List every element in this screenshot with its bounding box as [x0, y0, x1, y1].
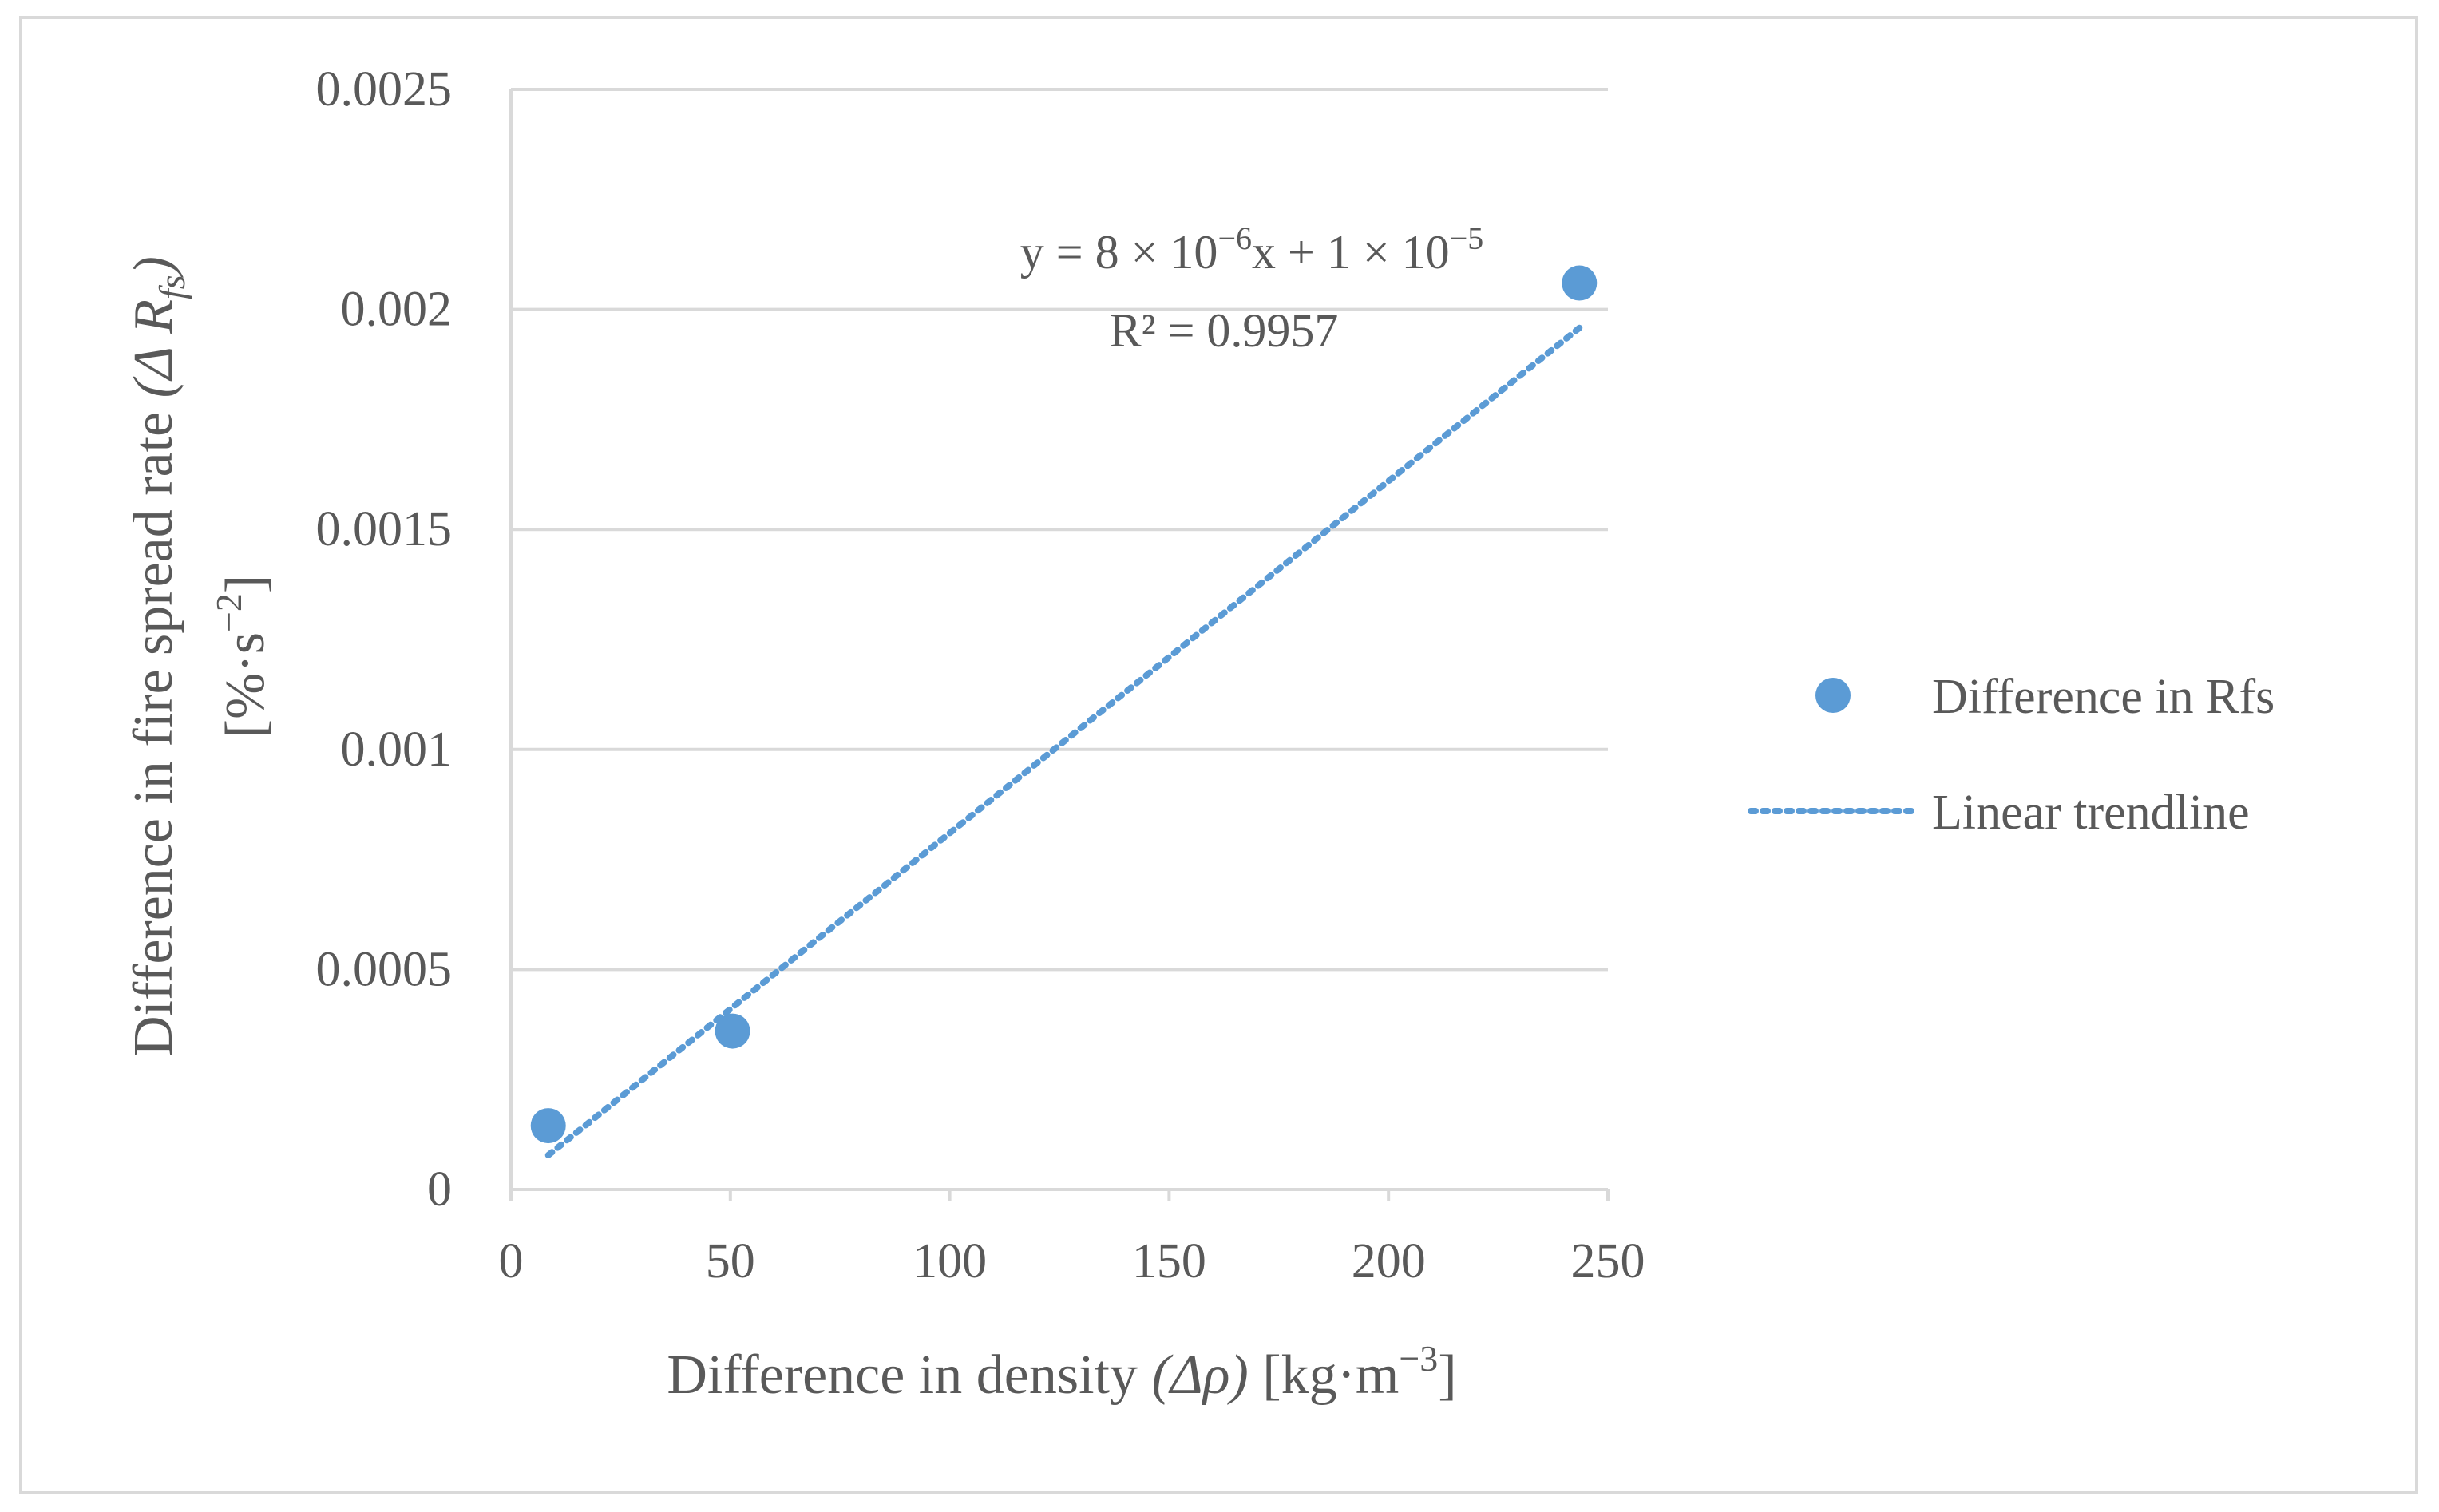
- y-axis-title-line2: [%·s−2]: [208, 575, 276, 738]
- y-tick-label: 0: [427, 1162, 452, 1217]
- data-point: [715, 1013, 750, 1049]
- legend-marker-points: [1815, 678, 1851, 713]
- figure-border: [19, 16, 2418, 1494]
- x-tick-label: 200: [1352, 1234, 1426, 1288]
- data-point: [530, 1108, 566, 1144]
- legend: Difference in Rfs Linear trendline: [1748, 670, 2275, 840]
- x-tick-label: 250: [1571, 1234, 1645, 1288]
- y-tick-label: 0.0015: [316, 502, 453, 556]
- y-tick-label: 0.001: [341, 722, 453, 777]
- y-axis-title-line1: Difference in fire spread rate (Δ Rfs): [123, 256, 192, 1056]
- y-tick-label: 0.0025: [316, 62, 453, 117]
- x-axis-title: Difference in density (Δρ) [kg·m−3]: [667, 1338, 1456, 1406]
- trendline: [544, 324, 1583, 1159]
- tick-labels: 0 50 100 150 200 250 0 0.0005 0.001 0.0015 0.002 0.…: [316, 62, 1645, 1288]
- trendline-equation: y = 8 × 10−6x + 1 × 10−5: [1020, 220, 1484, 279]
- x-tick-label: 0: [499, 1234, 524, 1288]
- y-tick-label: 0.002: [341, 283, 453, 337]
- x-tick-label: 50: [706, 1234, 755, 1288]
- x-tick-label: 100: [913, 1234, 987, 1288]
- legend-label-points: Difference in Rfs: [1932, 670, 2275, 724]
- legend-label-trendline: Linear trendline: [1932, 786, 2250, 840]
- x-tick-label: 150: [1132, 1234, 1206, 1288]
- trendline-layer: [544, 324, 1583, 1159]
- r-squared-label: R² = 0.9957: [1110, 304, 1339, 357]
- gridlines: [511, 88, 1608, 972]
- data-point: [1562, 265, 1598, 301]
- data-points: [530, 265, 1598, 1144]
- y-tick-label: 0.0005: [316, 942, 453, 996]
- axes: [509, 89, 1610, 1201]
